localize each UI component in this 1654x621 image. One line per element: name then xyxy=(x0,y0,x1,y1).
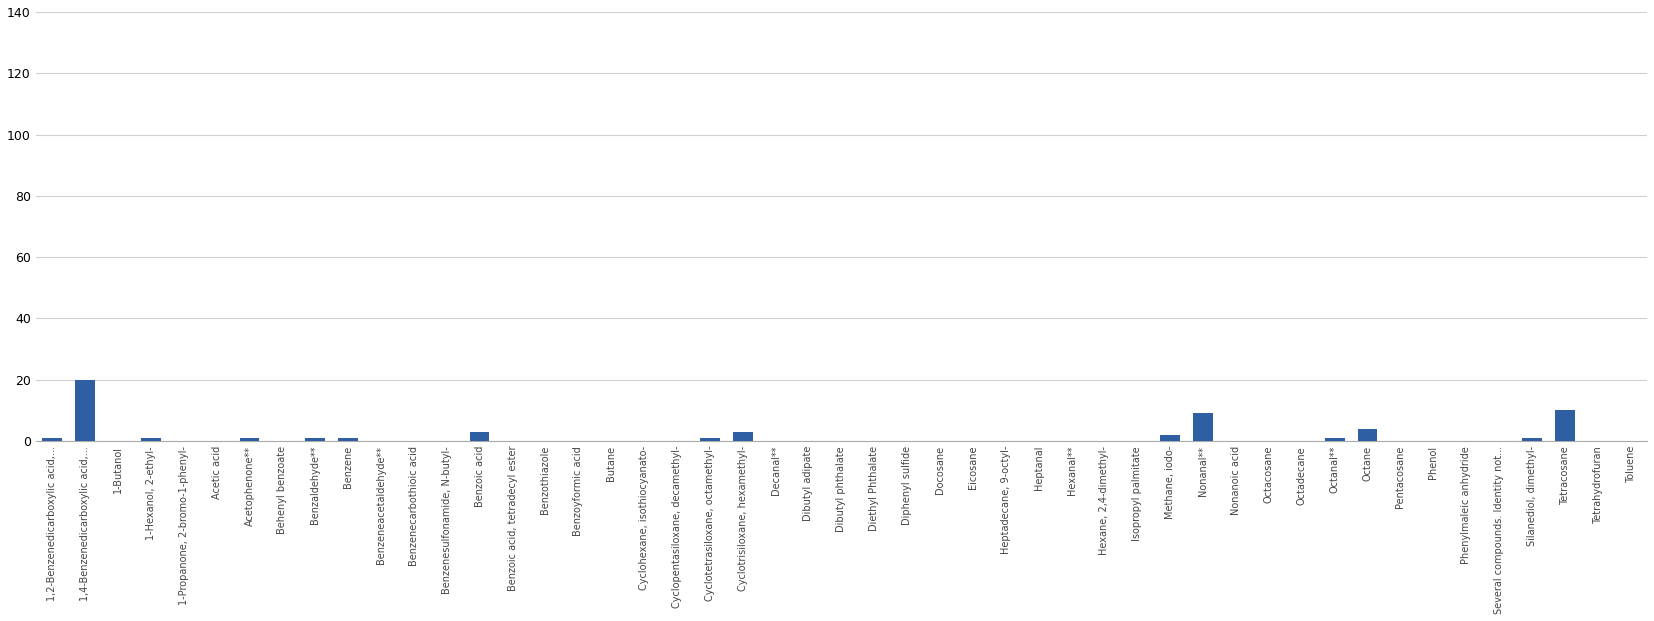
Bar xyxy=(1193,414,1212,441)
Bar xyxy=(1555,410,1575,441)
Bar xyxy=(74,380,94,441)
Bar xyxy=(1358,429,1378,441)
Bar xyxy=(337,438,357,441)
Bar xyxy=(1161,435,1179,441)
Bar xyxy=(733,432,753,441)
Bar xyxy=(700,438,719,441)
Bar xyxy=(141,438,160,441)
Bar xyxy=(43,438,61,441)
Bar xyxy=(1325,438,1345,441)
Bar xyxy=(470,432,490,441)
Bar xyxy=(240,438,260,441)
Bar xyxy=(1522,438,1542,441)
Bar xyxy=(306,438,326,441)
